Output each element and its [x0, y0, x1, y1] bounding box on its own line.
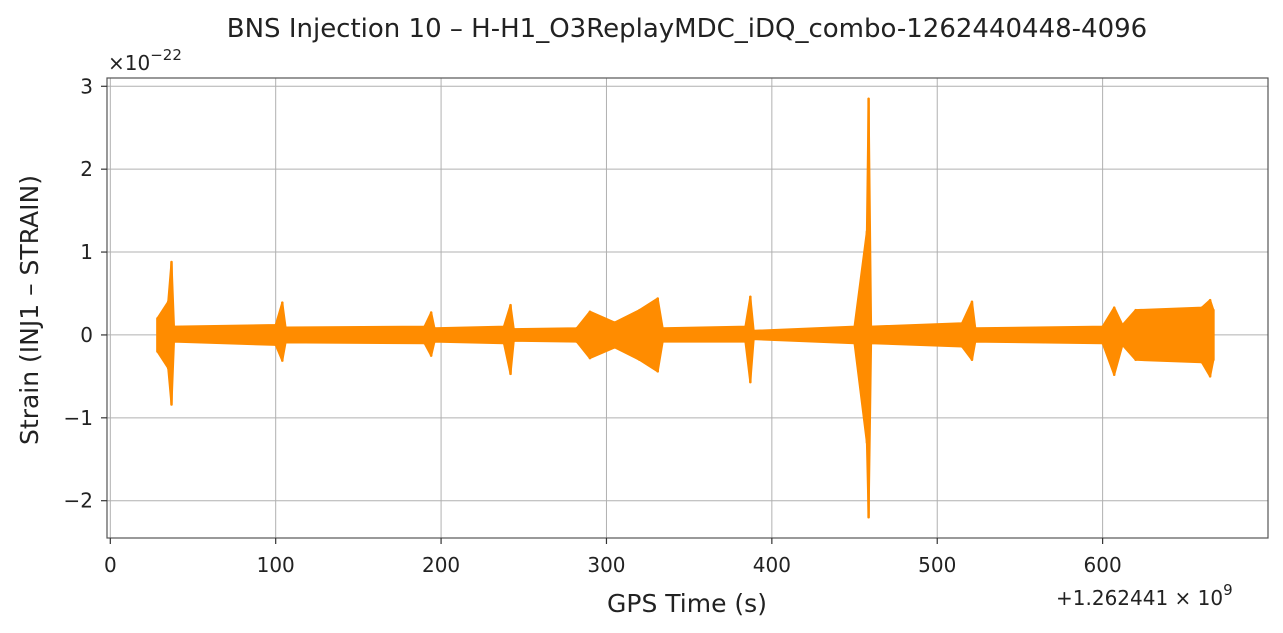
axes-frame: [106, 77, 1269, 539]
x-tick-label: 600: [1084, 553, 1122, 577]
x-tick-label: 500: [918, 553, 956, 577]
y-tick-label: 3: [80, 74, 93, 98]
y-scale-base: ×10: [108, 51, 150, 75]
plot-area: [156, 97, 1215, 519]
x-tick-label: 300: [587, 553, 625, 577]
y-axis-label: Strain (INJ1 – STRAIN): [15, 175, 44, 445]
y-tick-label: 1: [80, 240, 93, 264]
x-tick-label: 200: [422, 553, 460, 577]
y-scale-exponent: −22: [150, 46, 182, 64]
y-scale-factor: ×10−22: [108, 46, 182, 75]
chart-title: BNS Injection 10 – H-H1_O3ReplayMDC_iDQ_…: [227, 14, 1147, 44]
y-tick-label: 2: [80, 157, 93, 181]
x-offset-base: +1.262441 × 10: [1056, 586, 1223, 610]
y-tick-label: 0: [80, 323, 93, 347]
y-tick-label: −1: [64, 406, 93, 430]
y-tick-label: −2: [64, 489, 93, 513]
x-tick-label: 100: [257, 553, 295, 577]
x-axis-label: GPS Time (s): [607, 589, 767, 618]
x-tick-label: 0: [104, 553, 117, 577]
x-tick-label: 400: [753, 553, 791, 577]
x-offset-factor: +1.262441 × 109: [1056, 581, 1233, 610]
x-offset-exponent: 9: [1223, 581, 1233, 599]
axis-ticks: 0 100 200 300 400 500 600 −2 −1 0 1 2 3: [64, 74, 1122, 577]
